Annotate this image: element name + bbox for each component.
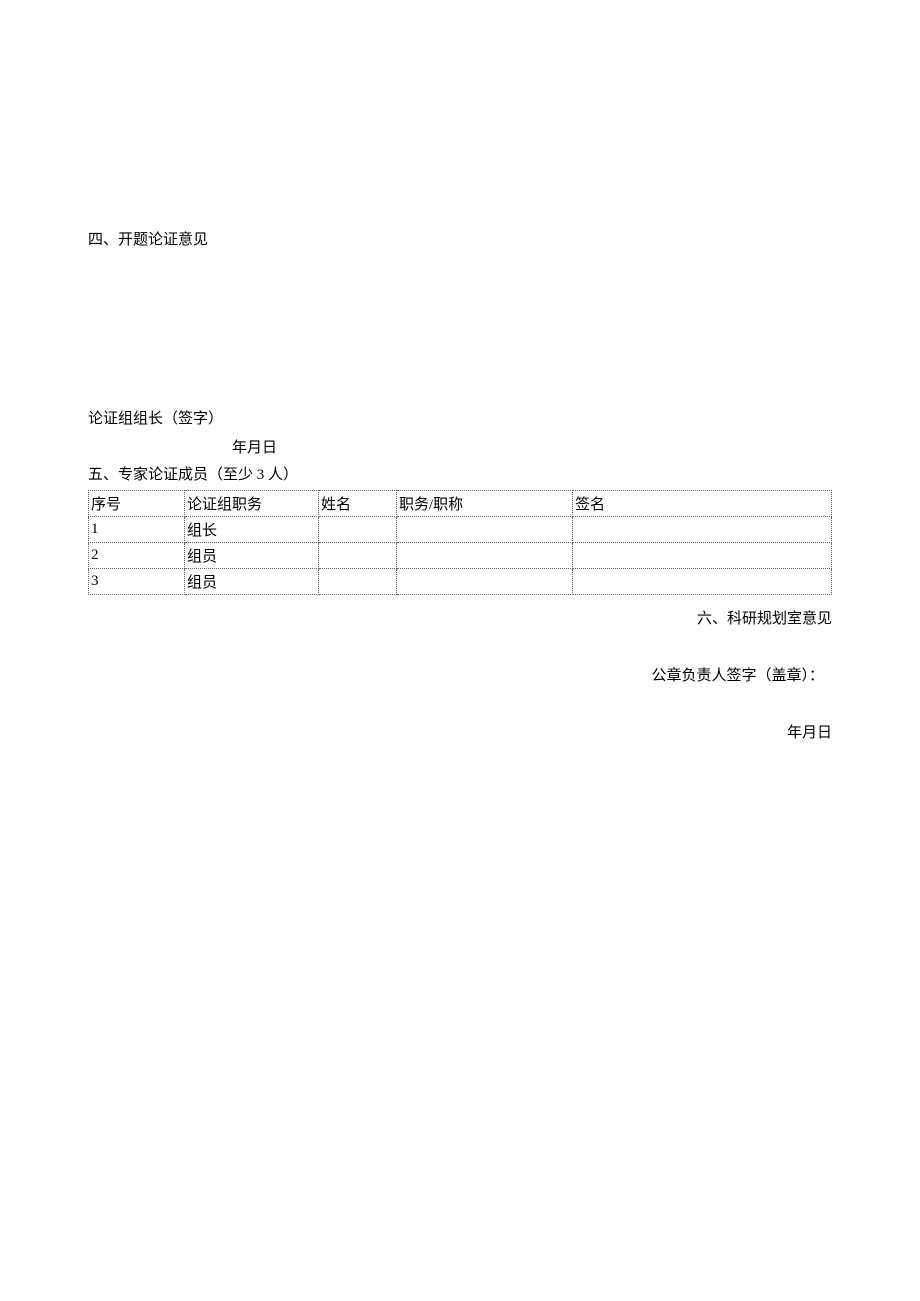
date-label-1: 年月日 bbox=[232, 436, 832, 457]
section4-title: 四、开题论证意见 bbox=[88, 228, 832, 249]
col-name: 姓名 bbox=[319, 491, 397, 517]
opinion-blank-area bbox=[88, 261, 832, 407]
col-title: 职务/职称 bbox=[397, 491, 573, 517]
table-row: 3 组员 bbox=[89, 569, 832, 595]
group-leader-sign-label: 论证组组长（签字） bbox=[88, 407, 832, 428]
col-role: 论证组职务 bbox=[185, 491, 319, 517]
cell-name bbox=[319, 569, 397, 595]
members-table: 序号 论证组职务 姓名 职务/职称 签名 1 组长 2 组员 bbox=[88, 490, 832, 595]
cell-seq: 2 bbox=[89, 543, 185, 569]
table-header-row: 序号 论证组职务 姓名 职务/职称 签名 bbox=[89, 491, 832, 517]
document-body: 四、开题论证意见 论证组组长（签字） 年月日 五、专家论证成员（至少 3 人） … bbox=[88, 228, 832, 742]
cell-title bbox=[397, 543, 573, 569]
cell-seq: 1 bbox=[89, 517, 185, 543]
cell-role: 组员 bbox=[185, 569, 319, 595]
section5-title: 五、专家论证成员（至少 3 人） bbox=[88, 463, 832, 484]
cell-sign bbox=[573, 543, 832, 569]
date-label-2: 年月日 bbox=[88, 721, 832, 742]
table-row: 1 组长 bbox=[89, 517, 832, 543]
cell-name bbox=[319, 543, 397, 569]
section6-title: 六、科研规划室意见 bbox=[88, 607, 832, 628]
cell-sign bbox=[573, 569, 832, 595]
right-aligned-block: 六、科研规划室意见 公章负责人签字（盖章）： 年月日 bbox=[88, 607, 832, 742]
stamp-sign-label: 公章负责人签字（盖章）： bbox=[88, 664, 832, 685]
cell-title bbox=[397, 569, 573, 595]
col-sign: 签名 bbox=[573, 491, 832, 517]
table-row: 2 组员 bbox=[89, 543, 832, 569]
cell-seq: 3 bbox=[89, 569, 185, 595]
cell-role: 组员 bbox=[185, 543, 319, 569]
cell-title bbox=[397, 517, 573, 543]
col-seq: 序号 bbox=[89, 491, 185, 517]
cell-sign bbox=[573, 517, 832, 543]
cell-role: 组长 bbox=[185, 517, 319, 543]
cell-name bbox=[319, 517, 397, 543]
